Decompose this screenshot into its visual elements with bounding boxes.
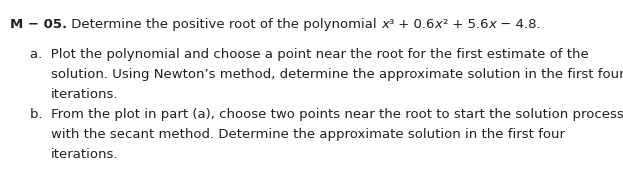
Text: with the secant method. Determine the approximate solution in the first four: with the secant method. Determine the ap… xyxy=(51,128,565,141)
Text: M − 05.: M − 05. xyxy=(10,18,67,31)
Text: x: x xyxy=(434,18,442,31)
Text: solution. Using Newton’s method, determine the approximate solution in the first: solution. Using Newton’s method, determi… xyxy=(51,68,623,81)
Text: − 4.8.: − 4.8. xyxy=(496,18,541,31)
Text: a.  Plot the polynomial and choose a point near the root for the first estimate : a. Plot the polynomial and choose a poin… xyxy=(30,48,589,61)
Text: x: x xyxy=(381,18,389,31)
Text: iterations.: iterations. xyxy=(51,148,118,161)
Text: Determine the positive root of the polynomial: Determine the positive root of the polyn… xyxy=(67,18,381,31)
Text: ³: ³ xyxy=(389,18,394,31)
Text: ²: ² xyxy=(442,18,448,31)
Text: iterations.: iterations. xyxy=(51,88,118,101)
Text: b.  From the plot in part (a), choose two points near the root to start the solu: b. From the plot in part (a), choose two… xyxy=(30,108,623,121)
Text: + 5.6: + 5.6 xyxy=(448,18,488,31)
Text: + 0.6: + 0.6 xyxy=(394,18,434,31)
Text: x: x xyxy=(488,18,496,31)
